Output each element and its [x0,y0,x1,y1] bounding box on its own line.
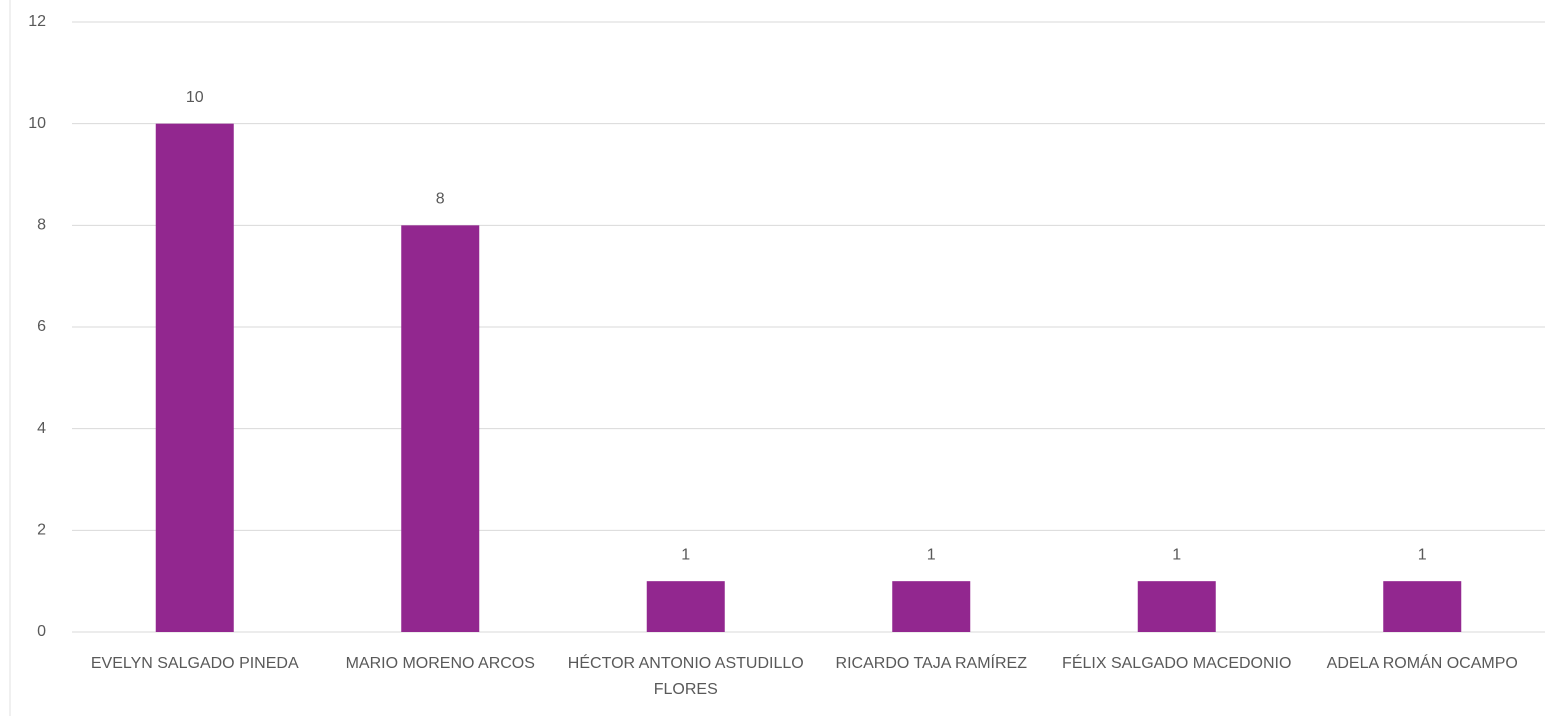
bar [892,581,971,632]
bar [155,123,234,633]
x-tick-label: HÉCTOR ANTONIO ASTUDILLO FLORES [567,655,804,698]
y-tick-label: 0 [37,623,46,640]
data-label: 1 [1172,546,1181,563]
x-tick-label: MARIO MORENO ARCOS [345,655,535,672]
data-label: 8 [436,191,445,208]
bar [646,581,725,632]
data-label: 10 [186,89,204,106]
y-tick-label: 4 [37,420,46,437]
x-tick-label: FÉLIX SALGADO MACEDONIO [1062,655,1292,672]
bar [1383,581,1462,632]
bar [1137,581,1216,632]
bar [401,225,480,633]
x-tick-label: ADELA ROMÁN OCAMPO [1326,655,1518,672]
y-tick-label: 2 [37,522,46,539]
y-tick-label: 8 [37,217,46,234]
data-label: 1 [927,546,936,563]
x-tick-label: RICARDO TAJA RAMÍREZ [835,655,1027,672]
y-tick-label: 12 [28,13,46,30]
data-label: 1 [681,546,690,563]
data-label: 1 [1418,546,1427,563]
x-tick-label: EVELYN SALGADO PINEDA [90,655,299,672]
y-tick-label: 10 [28,115,46,132]
y-tick-label: 6 [37,318,46,335]
